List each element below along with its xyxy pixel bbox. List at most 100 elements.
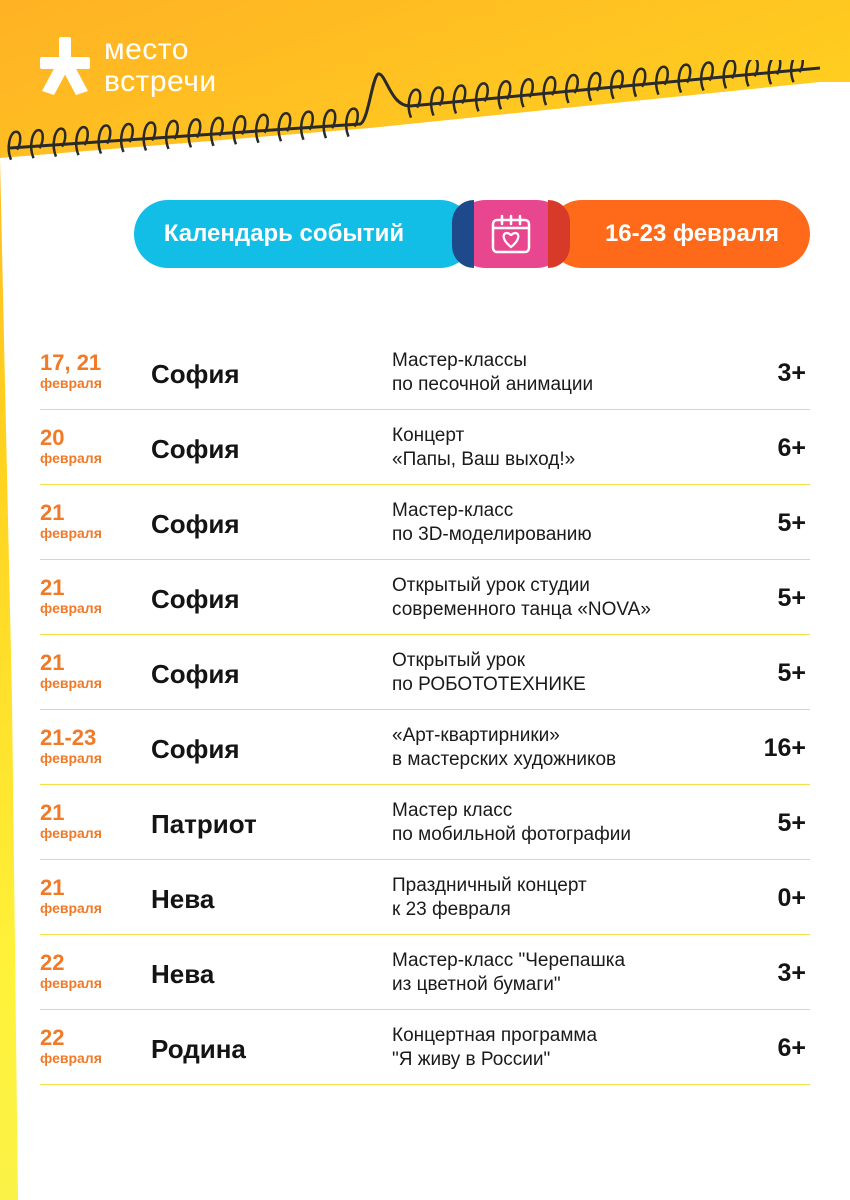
event-date: 21-23 февраля: [40, 725, 102, 767]
event-date-day: 21: [40, 575, 65, 600]
event-title: Концертная программа "Я живу в России": [392, 1024, 597, 1072]
event-title: Концерт «Папы, Ваш выход!»: [392, 424, 575, 472]
event-row: 21-23 февраля София «Арт-квартирники» в маст…: [40, 710, 810, 785]
event-title: Открытый урок по РОБОТОТЕХНИКЕ: [392, 649, 586, 697]
event-row: 21 февраля София Открытый урок студии соврем…: [40, 560, 810, 635]
event-row: 21 февраля София Мастер-класс по 3D-моделиро…: [40, 485, 810, 560]
event-age-rating: 3+: [777, 359, 806, 387]
spiral-ring: [30, 128, 44, 159]
spiral-ring: [745, 60, 759, 87]
event-title-line-2: современного танца «NOVA»: [392, 599, 651, 620]
event-date-month: февраля: [40, 1050, 102, 1066]
spiral-ring: [97, 124, 112, 155]
spiral-ring: [542, 75, 557, 106]
event-title-line-1: Мастер класс: [392, 800, 513, 821]
pill-overlap-right: [548, 200, 570, 268]
brand-line-1: место: [104, 33, 189, 66]
event-age-rating: 5+: [777, 584, 806, 612]
event-venue: София: [151, 359, 240, 389]
event-date-day: 21-23: [40, 725, 97, 750]
spiral-binding: [7, 60, 821, 161]
event-date-month: февраля: [40, 375, 102, 391]
event-venue: Нева: [151, 959, 215, 989]
calendar-label-pill: Календарь событий: [134, 200, 474, 268]
event-date-day: 21: [40, 800, 65, 825]
calendar-label: Календарь событий: [163, 220, 405, 247]
spiral-ring: [722, 60, 737, 89]
event-title-line-2: по РОБОТОТЕХНИКЕ: [392, 674, 586, 695]
spiral-ring: [677, 63, 692, 94]
event-date: 17, 21 февраля: [40, 351, 102, 392]
event-date-day: 21: [40, 650, 65, 675]
spiral-ring: [407, 88, 422, 119]
calendar-heart-icon: [491, 214, 531, 254]
spiral-ring: [75, 125, 89, 156]
event-venue: София: [151, 509, 240, 539]
spiral-ring: [610, 69, 624, 100]
event-date-month: февраля: [40, 675, 102, 691]
events-list: 17, 21 февраля София Мастер-классы по песочн…: [40, 335, 810, 1085]
event-date-day: 21: [40, 500, 65, 525]
spiral-ring: [345, 107, 359, 138]
event-title-line-1: Концертная программа: [392, 1025, 598, 1046]
event-title-line-2: "Я живу в России": [392, 1049, 551, 1070]
spiral-ring: [232, 115, 247, 145]
event-title: Открытый урок студии современного танца «…: [392, 574, 651, 622]
event-date-day: 20: [40, 425, 65, 450]
event-title-line-2: в мастерских художников: [392, 749, 617, 770]
spiral-ring: [475, 82, 489, 112]
event-age-rating: 3+: [777, 959, 806, 987]
event-date-day: 21: [40, 875, 65, 900]
event-date-month: февраля: [40, 825, 102, 841]
event-date: 22 февраля: [40, 951, 102, 992]
event-venue: София: [151, 434, 240, 464]
event-title-line-1: Мастер-класс "Черепашка: [392, 950, 626, 971]
event-age-rating: 0+: [777, 884, 806, 912]
spiral-ring: [52, 127, 67, 158]
event-title-line-1: Открытый урок студии: [392, 575, 590, 596]
event-title-line-2: из цветной бумаги": [392, 974, 561, 995]
event-venue: София: [151, 659, 240, 689]
spiral-ring: [565, 73, 579, 104]
event-row: 17, 21 февраля София Мастер-классы по песочн…: [40, 335, 810, 410]
event-date-month: февраля: [40, 600, 102, 616]
event-date-month: февраля: [40, 450, 102, 466]
event-date-month: февраля: [40, 975, 102, 991]
brand-logo: место встречи: [38, 34, 217, 98]
event-title: «Арт-квартирники» в мастерских художников: [392, 724, 616, 772]
event-title: Мастер-класс по 3D-моделированию: [392, 499, 592, 547]
event-age-rating: 5+: [777, 809, 806, 837]
event-venue: София: [151, 734, 240, 764]
event-date-month: февраля: [40, 525, 102, 541]
brand-wordmark: место встречи: [104, 34, 217, 98]
spiral-ring: [165, 119, 179, 150]
spiral-ring: [142, 121, 157, 151]
event-row: 22 февраля Нева Мастер-класс "Черепашка из ц…: [40, 935, 810, 1010]
spiral-ring: [700, 61, 714, 91]
event-date: 22 февраля: [40, 1025, 102, 1067]
spiral-ring: [497, 80, 512, 110]
event-title: Мастер-классы по песочной анимации: [392, 349, 593, 397]
event-title-line-1: «Арт-квартирники»: [392, 725, 560, 746]
event-title-line-2: по мобильной фотографии: [392, 824, 631, 845]
event-row: 22 февраля Родина Концертная программа "Я жи…: [40, 1010, 810, 1085]
event-date: 21 февраля: [40, 500, 102, 542]
event-row: 20 февраля София Концерт «Папы, Ваш выход!» 6…: [40, 410, 810, 485]
event-title-line-1: Праздничный концерт: [392, 875, 587, 896]
event-title-line-1: Мастер-класс: [392, 500, 514, 521]
event-age-rating: 5+: [777, 659, 806, 687]
event-title: Праздничный концерт к 23 февраля: [392, 874, 587, 922]
event-date-day: 22: [40, 1025, 65, 1050]
event-row: 21 февраля Нева Праздничный концерт к 23 фев…: [40, 860, 810, 935]
event-venue: София: [151, 584, 240, 614]
dates-pill: 16-23 февраля: [548, 200, 810, 268]
event-title-line-1: Открытый урок: [392, 650, 525, 671]
event-title-line-1: Мастер-классы: [392, 350, 527, 371]
star-person-logo-icon: [40, 37, 90, 95]
dates-label: 16-23 февраля: [604, 220, 780, 247]
event-age-rating: 5+: [777, 509, 806, 537]
brand-line-2: встречи: [104, 65, 217, 98]
event-title-line-2: «Папы, Ваш выход!»: [392, 449, 576, 470]
event-date-month: февраля: [40, 750, 102, 766]
